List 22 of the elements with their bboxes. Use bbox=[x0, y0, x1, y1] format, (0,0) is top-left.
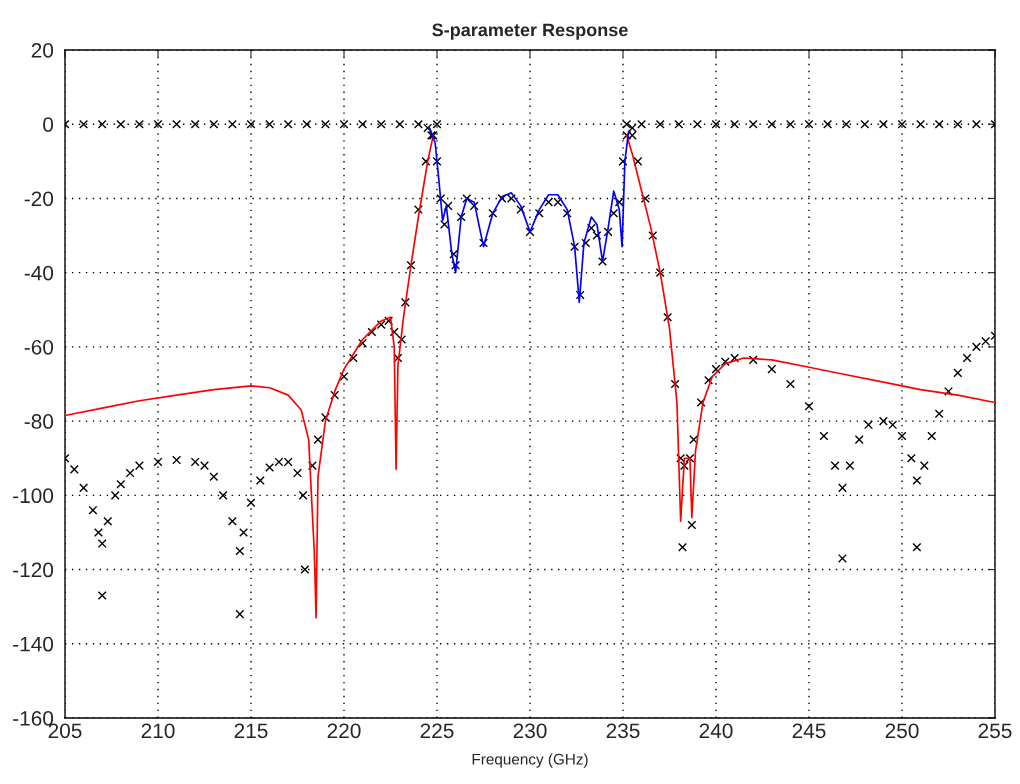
x-tick-label: 230 bbox=[513, 723, 547, 739]
x-tick-label: 255 bbox=[978, 723, 1012, 739]
chart-title: S-parameter Response bbox=[432, 23, 628, 40]
x-tick-label: 240 bbox=[699, 723, 733, 739]
y-tick-label: -120 bbox=[13, 562, 54, 578]
x-tick-label: 220 bbox=[327, 723, 361, 739]
x-tick-label: 235 bbox=[606, 723, 640, 739]
y-tick-label: -20 bbox=[24, 191, 54, 207]
x-tick-label: 250 bbox=[885, 723, 919, 739]
y-tick-label: -100 bbox=[13, 488, 54, 504]
y-tick-label: -80 bbox=[24, 414, 54, 429]
x-tick-label: 225 bbox=[420, 723, 454, 739]
x-tick-label: 215 bbox=[234, 723, 268, 739]
line-series bbox=[428, 127, 630, 304]
x-axis-title: Frequency (GHz) bbox=[472, 753, 588, 768]
y-tick-label: 0 bbox=[43, 117, 54, 132]
x-tick-label: 245 bbox=[792, 723, 826, 739]
y-tick-label: 20 bbox=[31, 43, 54, 58]
y-tick-label: -60 bbox=[24, 339, 54, 355]
y-tick-label: -140 bbox=[13, 636, 54, 652]
y-tick-label: -40 bbox=[24, 265, 54, 281]
x-tick-label: 210 bbox=[141, 723, 175, 739]
